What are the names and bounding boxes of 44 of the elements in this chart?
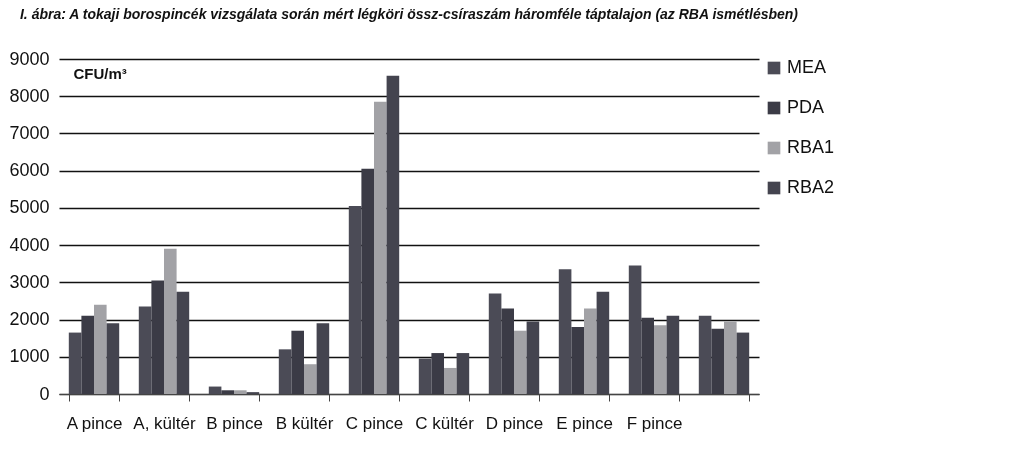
y-tick-label: 2000 xyxy=(9,309,50,330)
bar xyxy=(418,358,432,394)
y-tick-label: 4000 xyxy=(9,234,50,255)
bar xyxy=(138,306,152,394)
x-tick-label: C kültér xyxy=(415,413,475,433)
legend-label: MEA xyxy=(787,57,827,77)
x-tick-label: F pince xyxy=(626,413,683,433)
bar xyxy=(584,308,597,394)
legend-label: RBA1 xyxy=(787,137,835,157)
bar xyxy=(304,364,317,394)
bar xyxy=(164,248,177,394)
y-tick-label: 8000 xyxy=(9,85,50,106)
bar xyxy=(488,293,502,394)
x-tick-label: E pince xyxy=(556,413,613,433)
x-tick-label: C pince xyxy=(345,413,404,433)
bar xyxy=(94,304,107,394)
bar xyxy=(444,367,457,394)
y-tick-label: 3000 xyxy=(9,271,50,292)
bar xyxy=(628,265,642,394)
x-tick-label: D pince xyxy=(485,413,544,433)
y-tick-label: 1000 xyxy=(9,346,50,367)
bar xyxy=(654,325,667,394)
x-tick-label: B pince xyxy=(206,413,263,433)
y-axis-title: CFU/m³ xyxy=(73,64,127,82)
x-tick-label: A, kültér xyxy=(133,413,197,433)
bar xyxy=(234,390,247,394)
bar xyxy=(558,269,572,394)
x-tick-label: A pince xyxy=(66,413,123,433)
y-tick-label: 6000 xyxy=(9,160,50,181)
bar xyxy=(68,332,82,394)
bar xyxy=(724,321,737,394)
bar xyxy=(278,349,292,394)
bar xyxy=(348,206,362,394)
legend-label: PDA xyxy=(787,97,825,117)
y-tick-label: 0 xyxy=(39,383,50,404)
y-tick-label: 7000 xyxy=(9,122,50,143)
y-tick-label: 5000 xyxy=(9,197,50,218)
legend-label: RBA2 xyxy=(787,177,835,197)
bar xyxy=(514,330,527,394)
bar xyxy=(374,101,387,394)
chart-title: I. ábra: A tokaji borospincék vizsgálata során mért légköri össz-csíraszám háromféle táptalajon (az RBA ismétlésben) xyxy=(19,6,799,22)
y-tick-label: 9000 xyxy=(9,48,50,69)
bar xyxy=(698,315,712,394)
x-tick-label: B kültér xyxy=(275,413,334,433)
